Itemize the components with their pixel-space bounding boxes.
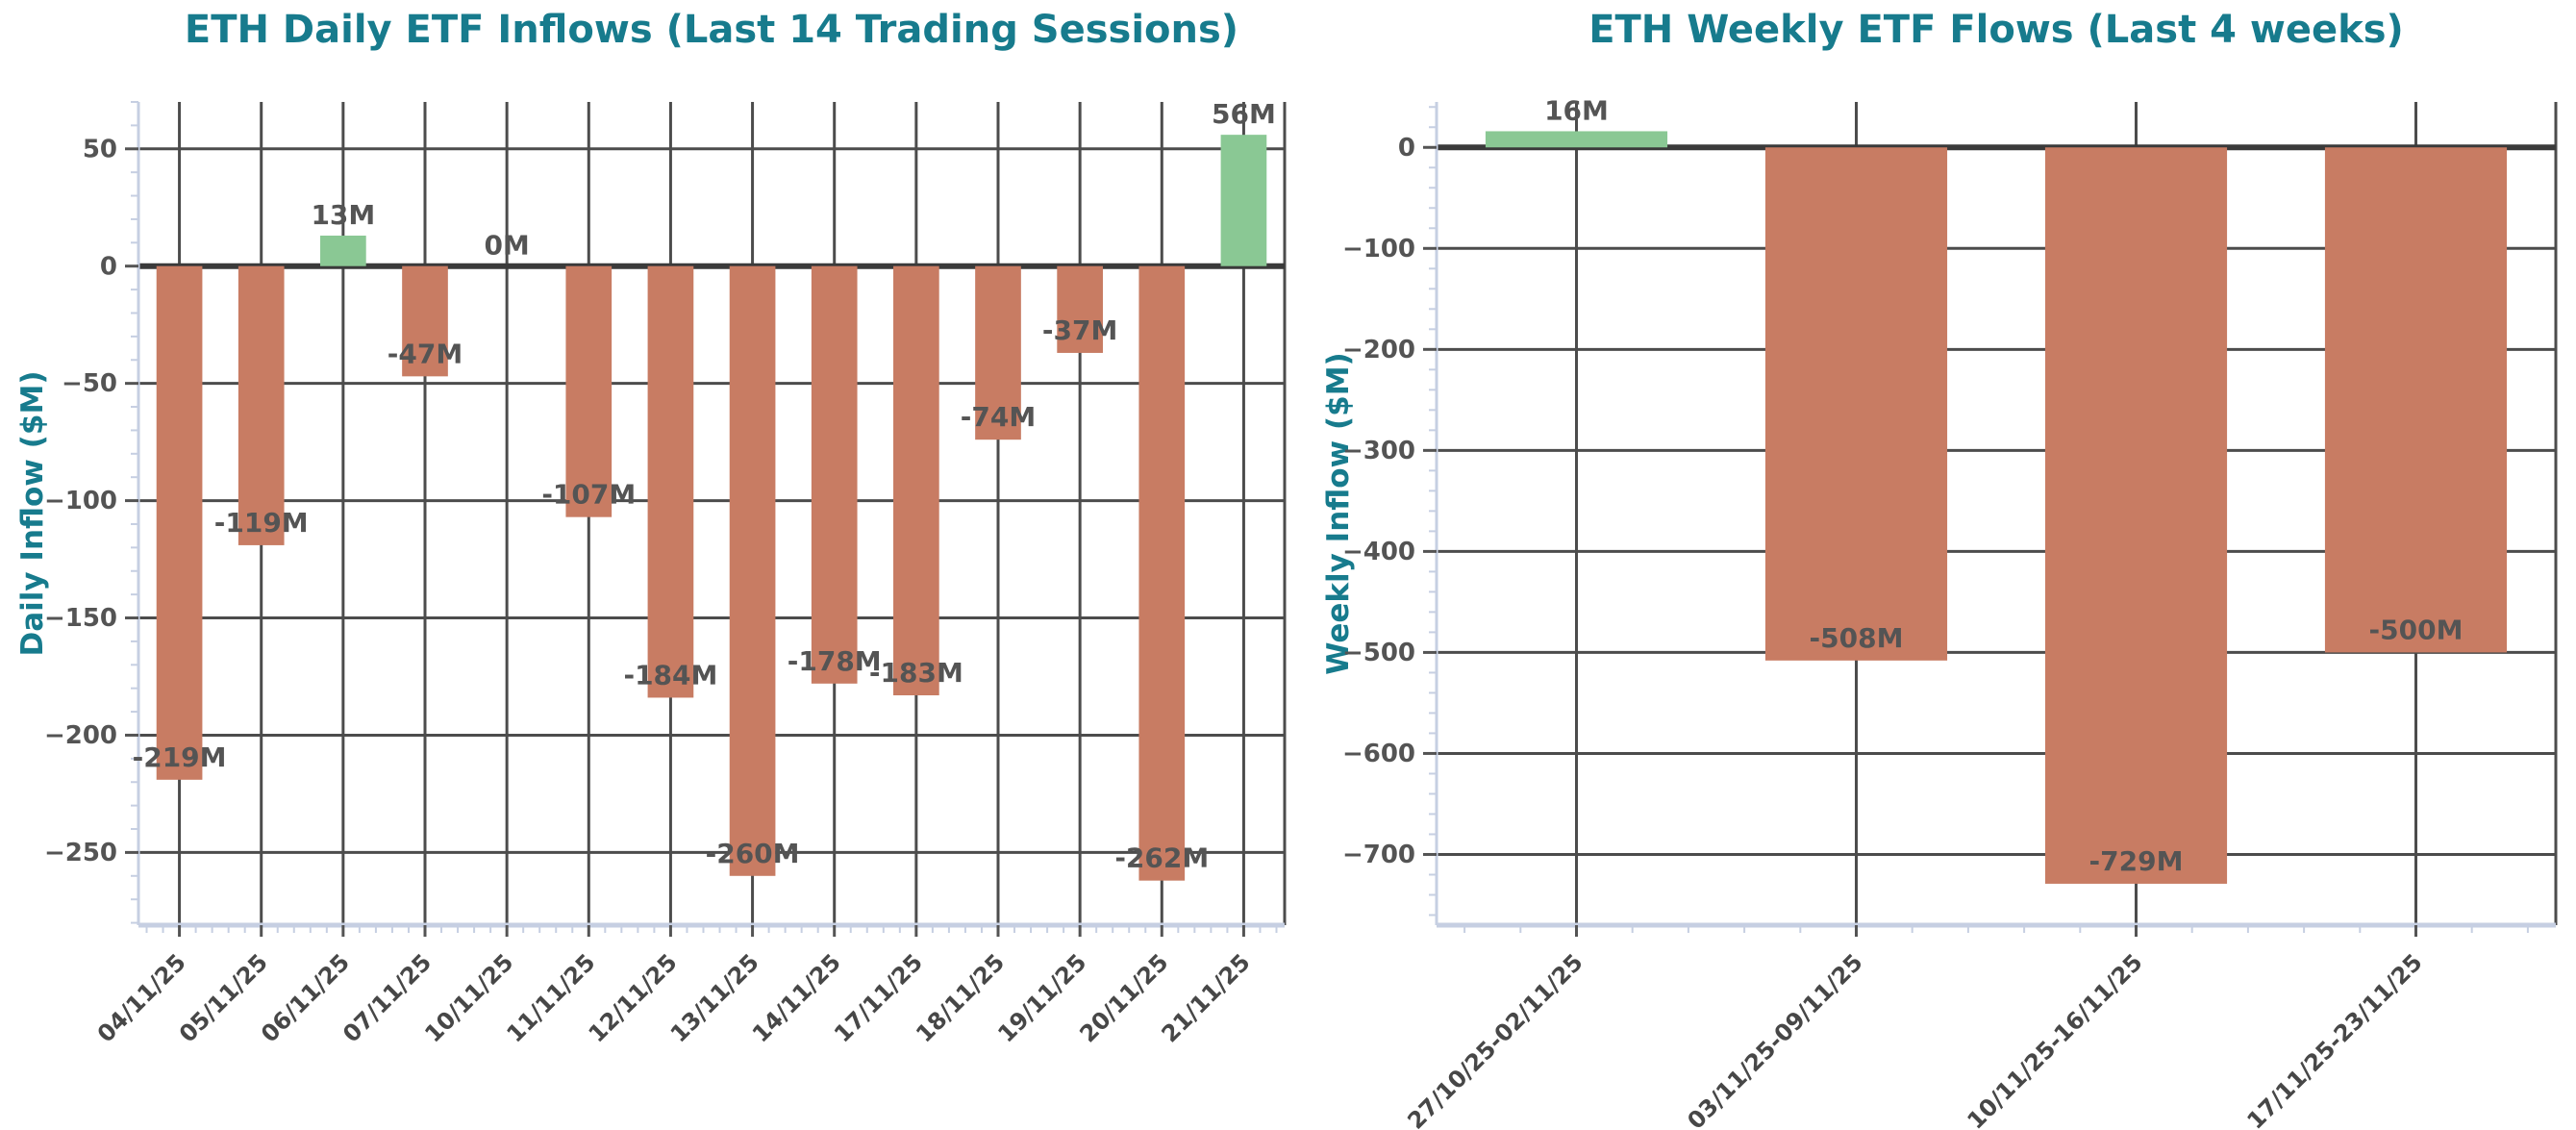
bar	[156, 265, 203, 780]
y-tick-label: −500	[1342, 639, 1415, 667]
x-tick-label: 17/11/25	[829, 948, 928, 1047]
bar-value-label: -219M	[133, 741, 227, 773]
x-tick-label: 21/11/25	[1157, 948, 1256, 1047]
x-tick-label: 07/11/25	[338, 948, 437, 1047]
bar	[1764, 147, 1948, 661]
bar-value-label: -262M	[1114, 842, 1209, 874]
y-tick-label: 0	[100, 252, 117, 281]
y-tick-label: −300	[1342, 437, 1415, 465]
bar-value-label: -184M	[623, 659, 717, 691]
bar	[2044, 147, 2228, 884]
bar	[1220, 135, 1267, 266]
bar-value-label: 16M	[1544, 94, 1609, 126]
x-tick-label: 03/11/25-09/11/25	[1682, 948, 1867, 1130]
y-tick-label: −600	[1342, 740, 1415, 768]
bar-value-label: -500M	[2369, 614, 2463, 645]
x-tick-label: 04/11/25	[92, 948, 191, 1047]
x-tick-label: 11/11/25	[501, 948, 600, 1047]
y-tick-label: −150	[44, 604, 117, 633]
daily-chart-plot: 50 0 −50 −100 −150 −200 −250 -219M -119M 13M -47M 0…	[44, 98, 1287, 1047]
y-tick-label: 0	[1398, 134, 1415, 163]
bar-value-label: -37M	[1042, 314, 1117, 346]
bar	[811, 265, 858, 684]
bar-value-label: -47M	[388, 338, 463, 369]
bar-value-label: 56M	[1212, 98, 1276, 130]
bar-value-label: -178M	[788, 645, 882, 677]
bar	[729, 265, 776, 876]
bar-value-label: -729M	[2089, 845, 2184, 877]
x-tick-label: 10/11/25	[419, 948, 518, 1047]
bar-value-label: 0M	[484, 230, 529, 262]
bar	[2324, 147, 2508, 653]
y-tick-label: −400	[1342, 538, 1415, 566]
y-tick-label: −100	[1342, 235, 1415, 264]
x-tick-label: 18/11/25	[911, 948, 1010, 1047]
y-tick-label: −250	[44, 839, 117, 867]
bar	[1057, 265, 1103, 353]
y-tick-label: −200	[1342, 336, 1415, 364]
bar-value-label: -260M	[706, 838, 800, 869]
bar-value-label: 13M	[311, 199, 375, 231]
bar	[320, 236, 366, 266]
bar-value-label: -508M	[1810, 622, 1904, 654]
bar-value-label: -74M	[961, 401, 1036, 433]
daily-chart-title: ETH Daily ETF Inflows (Last 14 Trading S…	[184, 8, 1239, 52]
y-tick-label: −200	[44, 721, 117, 750]
bar	[1138, 265, 1186, 881]
bar	[402, 265, 448, 377]
x-tick-label: 17/11/25-23/11/25	[2241, 948, 2427, 1130]
x-tick-label: 27/10/25-02/11/25	[1402, 948, 1588, 1130]
bar-value-label: -107M	[541, 479, 636, 511]
x-tick-label: 12/11/25	[584, 948, 683, 1047]
bar	[975, 265, 1021, 440]
y-tick-label: −700	[1342, 841, 1415, 869]
bar-value-label: -183M	[869, 657, 963, 689]
bar	[647, 265, 694, 698]
y-tick-label: −100	[44, 487, 117, 515]
bar	[893, 265, 939, 696]
weekly-chart-plot: 0 −100 −200 −300 −400 −500 −600 −700 16M -508M -72…	[1342, 94, 2558, 1130]
x-tick-label: 20/11/25	[1074, 948, 1173, 1047]
y-tick-label: 50	[83, 135, 117, 163]
weekly-chart-title: ETH Weekly ETF Flows (Last 4 weeks)	[1588, 8, 2404, 52]
x-tick-label: 13/11/25	[665, 948, 764, 1047]
bar-value-label: -119M	[214, 507, 309, 539]
x-tick-label: 14/11/25	[747, 948, 846, 1047]
y-tick-label: −50	[62, 369, 117, 398]
x-tick-label: 06/11/25	[256, 948, 355, 1047]
x-tick-label: 05/11/25	[174, 948, 273, 1047]
bar	[238, 265, 285, 545]
x-tick-label: 19/11/25	[992, 948, 1091, 1047]
bar	[565, 265, 613, 517]
x-tick-label: 10/11/25-16/11/25	[1962, 948, 2147, 1130]
bar	[1485, 131, 1668, 148]
